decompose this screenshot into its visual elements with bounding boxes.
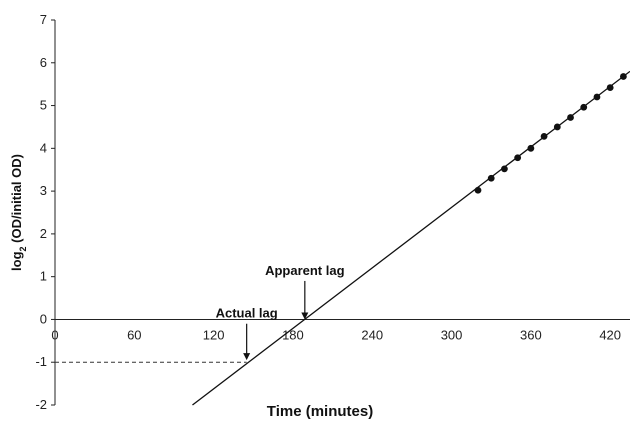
fit-line — [192, 70, 630, 406]
x-tick-label: 420 — [599, 327, 621, 342]
x-tick-label: 0 — [51, 327, 58, 342]
apparent-lag-arrowhead — [301, 312, 309, 320]
y-tick-label: 0 — [40, 311, 47, 326]
apparent-lag-label: Apparent lag — [265, 263, 345, 278]
y-tick-label: 7 — [40, 12, 47, 27]
data-point — [593, 93, 601, 101]
y-tick-label: 4 — [40, 140, 47, 155]
x-tick-label: 180 — [282, 327, 304, 342]
actual-lag-arrowhead — [243, 353, 251, 361]
y-tick-label: 1 — [40, 269, 47, 284]
data-point — [514, 154, 522, 162]
y-tick-label: 5 — [40, 98, 47, 113]
data-points-layer — [474, 73, 627, 194]
x-axis-title: Time (minutes) — [267, 403, 373, 420]
y-tick-label: 3 — [40, 183, 47, 198]
axes-layer: -2 -1 0 1 2 3 4 5 6 7 0 60 120 180 240 300 360 420 — [35, 12, 630, 412]
y-tick-label: 6 — [40, 55, 47, 70]
data-point — [474, 186, 482, 194]
data-point — [540, 132, 548, 140]
x-tick-label: 360 — [520, 327, 542, 342]
data-point — [487, 174, 495, 182]
data-point — [567, 114, 574, 121]
annotation-layer: Apparent lag Actual lag — [216, 263, 345, 361]
y-axis-title: log2 (OD/initial OD) — [9, 154, 28, 271]
x-tick-label: 120 — [203, 327, 225, 342]
x-tick-label: 60 — [127, 327, 141, 342]
y-axis-title-rest: (OD/initial OD) — [9, 154, 24, 246]
x-tick-label: 300 — [441, 327, 463, 342]
y-tick-label: -1 — [35, 354, 47, 369]
data-point — [501, 165, 508, 173]
data-point — [527, 144, 535, 152]
actual-lag-label: Actual lag — [216, 306, 278, 321]
data-point — [606, 84, 614, 91]
y-tick-label: 2 — [40, 226, 47, 241]
fit-line-layer — [55, 70, 630, 406]
y-axis-title-sub: 2 — [18, 246, 28, 251]
data-point — [580, 103, 588, 111]
data-point — [619, 73, 627, 80]
y-axis-title-base: log — [9, 251, 24, 271]
x-tick-label: 240 — [361, 327, 383, 342]
data-point — [553, 123, 561, 131]
y-tick-label: -2 — [35, 397, 47, 412]
